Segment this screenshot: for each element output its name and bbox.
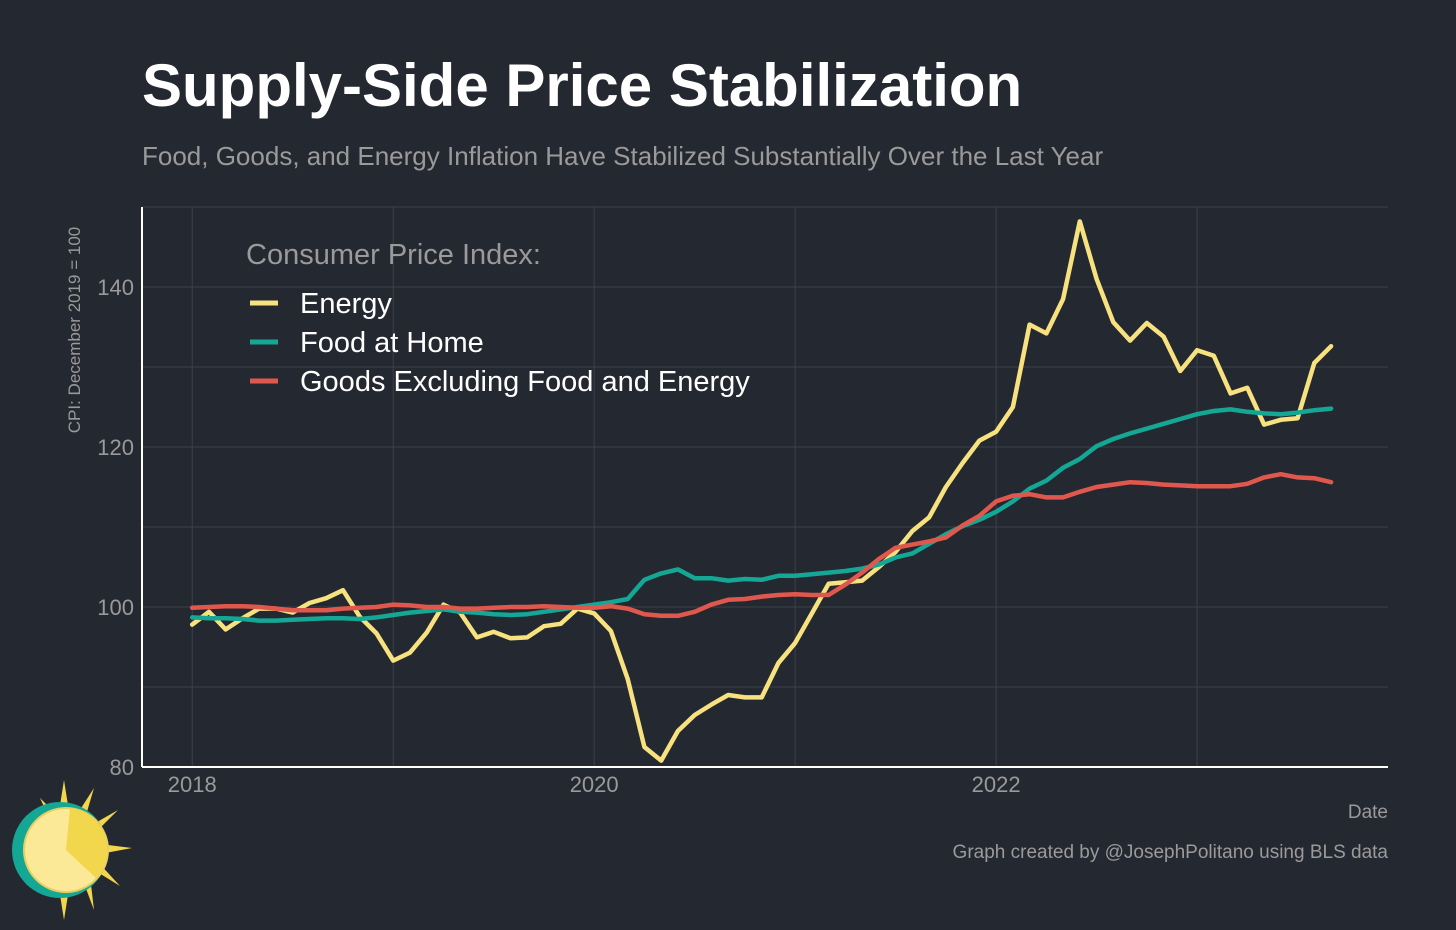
y-tick-label: 120 xyxy=(97,435,134,460)
y-tick-label: 80 xyxy=(110,755,134,780)
y-tick-label: 140 xyxy=(97,275,134,300)
sun-logo-icon xyxy=(12,780,132,920)
x-tick-label: 2018 xyxy=(168,772,217,797)
legend-title: Consumer Price Index: xyxy=(246,239,541,271)
axes: 80 100 120 140 2018 2020 2022 Date CPI: December… xyxy=(65,207,1388,823)
series-lines xyxy=(189,219,1334,763)
chart-title: Supply-Side Price Stabilization xyxy=(142,52,1023,119)
source-credit: Graph created by @JosephPolitano using B… xyxy=(952,842,1388,863)
series-line-goods-excluding-food-and-energy xyxy=(189,471,1334,619)
series-line-food-at-home xyxy=(189,406,1334,623)
chart-subtitle: Food, Goods, and Energy Inflation Have S… xyxy=(142,141,1104,171)
y-tick-label: 100 xyxy=(97,595,134,620)
series-line-energy xyxy=(189,219,1334,763)
y-axis-title: CPI: December 2019 = 100 xyxy=(65,227,84,433)
legend-label: Food at Home xyxy=(300,327,484,359)
legend-label: Goods Excluding Food and Energy xyxy=(300,366,750,398)
x-tick-label: 2022 xyxy=(972,772,1021,797)
x-tick-label: 2020 xyxy=(570,772,619,797)
legend-label: Energy xyxy=(300,288,392,320)
legend: Consumer Price Index: Energy Food at Home G… xyxy=(246,239,750,398)
x-axis-title: Date xyxy=(1348,802,1388,823)
